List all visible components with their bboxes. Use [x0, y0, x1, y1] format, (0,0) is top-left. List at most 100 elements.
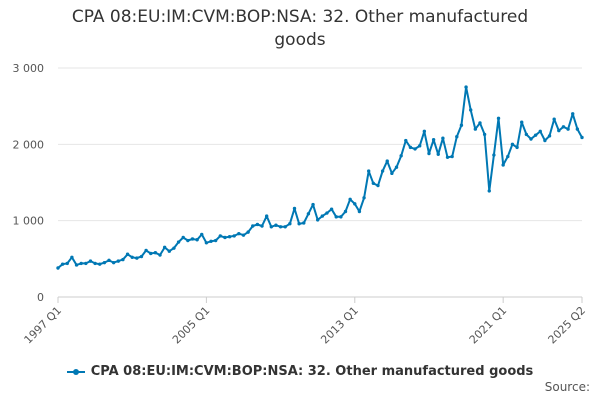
data-point[interactable]	[339, 215, 343, 219]
data-point[interactable]	[571, 112, 575, 116]
data-point[interactable]	[404, 138, 408, 143]
data-point[interactable]	[111, 260, 116, 265]
data-point[interactable]	[149, 251, 153, 256]
data-point[interactable]	[213, 238, 218, 243]
data-point[interactable]	[561, 125, 566, 129]
data-point[interactable]	[302, 221, 306, 225]
data-point[interactable]	[353, 202, 357, 206]
data-point[interactable]	[408, 145, 413, 150]
data-point[interactable]	[56, 266, 60, 270]
data-point[interactable]	[427, 151, 431, 156]
data-point[interactable]	[251, 224, 255, 228]
data-point[interactable]	[417, 144, 422, 148]
data-point[interactable]	[543, 138, 547, 143]
data-point[interactable]	[492, 153, 496, 157]
data-point[interactable]	[501, 163, 505, 167]
data-point[interactable]	[506, 154, 510, 159]
data-point[interactable]	[487, 189, 491, 193]
data-point[interactable]	[459, 123, 464, 127]
data-point[interactable]	[274, 223, 278, 227]
data-point[interactable]	[209, 239, 213, 243]
data-point[interactable]	[130, 255, 134, 260]
data-point[interactable]	[139, 254, 144, 259]
data-point[interactable]	[102, 260, 107, 265]
data-point[interactable]	[348, 197, 352, 201]
data-point[interactable]	[510, 142, 515, 147]
data-point[interactable]	[60, 262, 65, 266]
data-point[interactable]	[144, 248, 148, 253]
data-point[interactable]	[431, 138, 436, 142]
data-point[interactable]	[278, 225, 283, 229]
data-point[interactable]	[311, 202, 315, 207]
data-point[interactable]	[547, 134, 552, 138]
data-point[interactable]	[362, 196, 366, 200]
data-point[interactable]	[450, 154, 454, 159]
data-point[interactable]	[172, 246, 176, 250]
data-point[interactable]	[329, 207, 334, 211]
data-point[interactable]	[125, 252, 130, 256]
data-point[interactable]	[566, 127, 570, 131]
data-point[interactable]	[283, 225, 287, 229]
data-point[interactable]	[200, 232, 204, 237]
data-point[interactable]	[186, 238, 190, 243]
data-point[interactable]	[320, 214, 325, 218]
data-point[interactable]	[223, 235, 227, 240]
data-point[interactable]	[469, 108, 473, 112]
data-point[interactable]	[380, 169, 385, 173]
data-point[interactable]	[538, 129, 542, 134]
data-point[interactable]	[552, 117, 556, 121]
data-point[interactable]	[237, 231, 241, 236]
data-point[interactable]	[515, 145, 519, 150]
data-point[interactable]	[315, 218, 320, 222]
data-point[interactable]	[227, 234, 232, 239]
data-point[interactable]	[413, 147, 417, 151]
legend[interactable]: CPA 08:EU:IM:CVM:BOP:NSA: 32. Other manu…	[0, 364, 600, 379]
data-point[interactable]	[473, 127, 478, 131]
data-point[interactable]	[399, 154, 403, 158]
data-point[interactable]	[292, 206, 297, 211]
data-point[interactable]	[422, 129, 427, 134]
data-point[interactable]	[529, 137, 533, 141]
data-point[interactable]	[176, 240, 181, 244]
data-point[interactable]	[74, 263, 79, 267]
data-point[interactable]	[445, 155, 450, 160]
data-point[interactable]	[575, 127, 580, 131]
data-point[interactable]	[580, 135, 584, 140]
data-point[interactable]	[93, 261, 97, 266]
data-point[interactable]	[366, 169, 371, 173]
data-point[interactable]	[88, 259, 93, 263]
data-point[interactable]	[158, 253, 162, 257]
data-point[interactable]	[264, 214, 269, 218]
data-point[interactable]	[557, 128, 561, 133]
data-point[interactable]	[325, 211, 329, 215]
data-point[interactable]	[455, 135, 459, 139]
data-point[interactable]	[306, 212, 311, 216]
data-point[interactable]	[441, 136, 445, 140]
data-point[interactable]	[204, 241, 209, 245]
data-point[interactable]	[65, 261, 69, 266]
data-point[interactable]	[482, 132, 487, 137]
data-point[interactable]	[385, 159, 389, 163]
data-point[interactable]	[116, 259, 120, 263]
data-point[interactable]	[84, 261, 88, 266]
data-point[interactable]	[496, 116, 501, 121]
data-point[interactable]	[478, 121, 482, 125]
data-point[interactable]	[167, 249, 171, 253]
data-point[interactable]	[181, 235, 185, 240]
data-point[interactable]	[357, 209, 362, 214]
data-point[interactable]	[436, 152, 440, 156]
data-point[interactable]	[255, 222, 260, 227]
data-point[interactable]	[260, 224, 264, 228]
data-point[interactable]	[533, 133, 538, 137]
data-point[interactable]	[297, 222, 301, 226]
data-point[interactable]	[371, 181, 376, 185]
data-point[interactable]	[246, 230, 250, 234]
data-point[interactable]	[524, 132, 529, 137]
data-point[interactable]	[218, 234, 223, 238]
data-point[interactable]	[520, 120, 524, 124]
data-point[interactable]	[343, 209, 348, 214]
data-point[interactable]	[288, 222, 292, 226]
data-point[interactable]	[79, 261, 83, 266]
data-point[interactable]	[190, 237, 195, 241]
data-point[interactable]	[70, 255, 74, 260]
